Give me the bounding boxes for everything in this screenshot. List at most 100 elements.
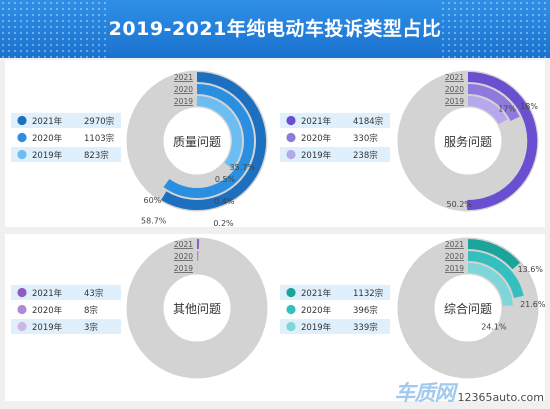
legend-swatch — [17, 132, 27, 143]
legend-label: 2019年 — [32, 322, 63, 333]
legend-swatch — [17, 321, 27, 332]
ring-arc — [467, 263, 513, 307]
legend-value: 330宗 — [353, 133, 378, 144]
ring-year-label: 2019 — [445, 97, 464, 106]
legend-swatch — [286, 321, 296, 332]
legend-label: 2021年 — [32, 288, 63, 299]
legend-row-bg — [11, 285, 121, 300]
legend-label: 2019年 — [301, 150, 332, 161]
ring-arc — [163, 84, 254, 198]
legend-row-bg — [11, 130, 121, 145]
legend-row-bg — [11, 302, 121, 317]
ring-year-label: 2021 — [174, 73, 193, 82]
percent-label: 35.7% — [230, 163, 256, 172]
watermark-url: 12365auto.com — [457, 391, 544, 404]
legend-row-bg — [280, 285, 390, 300]
ring-year-label: 2019 — [445, 264, 464, 273]
legend-swatch — [286, 304, 296, 315]
legend-row-bg — [280, 302, 390, 317]
legend-row-bg — [11, 113, 121, 128]
legend-value: 339宗 — [353, 322, 378, 333]
percent-label: 18% — [520, 102, 538, 111]
center-title: 质量问题 — [173, 135, 221, 149]
watermark: 车质网 12365auto.com — [394, 381, 544, 407]
legend-row-bg — [11, 319, 121, 334]
legend-swatch — [17, 149, 27, 160]
legend-label: 2020年 — [301, 133, 332, 144]
percent-label: 0.4% — [214, 197, 235, 206]
percent-label: 0.5% — [215, 175, 236, 184]
legend-row-bg — [280, 319, 390, 334]
percent-label: 50.2% — [446, 200, 472, 209]
center-disc — [439, 112, 497, 170]
center-disc — [168, 279, 226, 337]
ring-year-label: 2020 — [445, 85, 464, 94]
ring-year-label: 2019 — [174, 97, 193, 106]
legend-swatch — [286, 149, 296, 160]
legend-value: 1103宗 — [84, 133, 114, 144]
center-title: 服务问题 — [444, 134, 492, 149]
ring-arc — [467, 84, 520, 122]
legend-label: 2019年 — [301, 322, 332, 333]
legend-label: 2020年 — [32, 133, 63, 144]
ring-arc — [467, 71, 538, 210]
legend-swatch — [17, 287, 27, 298]
chart-4: 2021年 1132宗 2020年 396宗 2019年 339宗 综合问题 2021 2020… — [280, 237, 546, 379]
percent-label: 24.1% — [481, 323, 507, 332]
legend-value: 3宗 — [84, 322, 98, 333]
percent-label: 58.7% — [141, 217, 167, 226]
legend-label: 2019年 — [32, 150, 63, 161]
legend-label: 2020年 — [32, 305, 63, 316]
ring-arc — [196, 96, 242, 170]
chart-1: 2021年 2970宗 2020年 1103宗 2019年 823宗 质量问题 2021 202… — [11, 70, 268, 226]
ring-arc — [161, 72, 266, 210]
legend-swatch — [286, 287, 296, 298]
legend-label: 2020年 — [301, 305, 332, 316]
ring-year-label: 2021 — [445, 240, 464, 249]
legend-label: 2021年 — [301, 288, 332, 299]
center-title: 综合问题 — [444, 301, 492, 316]
center-disc — [439, 279, 497, 337]
legend-row-bg — [280, 130, 390, 145]
ring-year-label: 2021 — [445, 73, 464, 82]
legend-swatch — [17, 115, 27, 126]
ring-year-label: 2019 — [174, 264, 193, 273]
chart-3: 2021年 43宗 2020年 8宗 2019年 3宗 其他问题 2021 2020 2019 0.… — [11, 175, 268, 379]
percent-label: 13.6% — [518, 265, 544, 274]
page-title: 2019-2021年纯电动车投诉类型占比 — [108, 18, 442, 40]
percent-label: 60% — [144, 196, 162, 205]
legend-value: 396宗 — [353, 305, 378, 316]
legend-swatch — [286, 132, 296, 143]
legend-value: 4184宗 — [353, 116, 383, 127]
ring-arc — [467, 96, 508, 125]
watermark-logo: 车质网 — [394, 381, 455, 405]
legend-row-bg — [280, 147, 390, 162]
legend-value: 43宗 — [84, 288, 103, 299]
legend-label: 2021年 — [32, 116, 63, 127]
legend-value: 8宗 — [84, 305, 98, 316]
ring-year-label: 2021 — [174, 240, 193, 249]
legend-label: 2021年 — [301, 116, 332, 127]
legend-value: 238宗 — [353, 150, 378, 161]
legend-swatch — [286, 115, 296, 126]
legend-value: 823宗 — [84, 150, 109, 161]
ring-arc — [467, 239, 521, 270]
ring-arc — [467, 251, 524, 299]
legend-value: 1132宗 — [353, 288, 383, 299]
title-dots-left — [0, 0, 110, 58]
legend-swatch — [17, 304, 27, 315]
ring-year-label: 2020 — [174, 252, 193, 261]
percent-label: 0.2% — [213, 219, 234, 228]
title-bar: 2019-2021年纯电动车投诉类型占比 — [0, 0, 550, 58]
percent-label: 21.6% — [520, 300, 546, 309]
legend-row-bg — [11, 147, 121, 162]
center-title: 其他问题 — [173, 302, 221, 316]
legend-row-bg — [280, 113, 390, 128]
title-dots-right — [440, 0, 550, 58]
ring-year-label: 2020 — [174, 85, 193, 94]
percent-label: 17% — [498, 105, 516, 114]
center-disc — [168, 112, 226, 170]
ring-year-label: 2020 — [445, 252, 464, 261]
legend-value: 2970宗 — [84, 116, 114, 127]
